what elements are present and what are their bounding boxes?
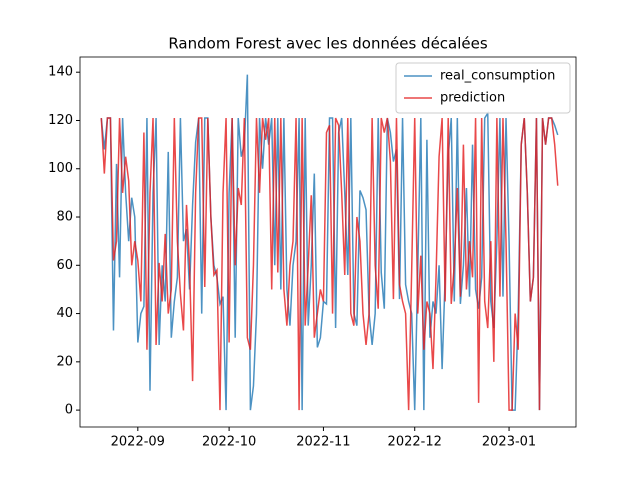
x-tick-label: 2022-11 — [296, 435, 350, 450]
legend-label: real_consumption — [440, 69, 555, 84]
x-tick-label: 2022-12 — [388, 435, 442, 450]
y-tick-label: 80 — [56, 210, 73, 225]
y-tick-label: 100 — [48, 161, 73, 176]
legend-label: prediction — [440, 91, 505, 106]
y-tick-label: 120 — [48, 113, 73, 128]
y-tick-label: 60 — [56, 258, 73, 273]
line-series — [100, 74, 559, 411]
y-tick-label: 0 — [65, 403, 73, 418]
chart-title: Random Forest avec les données décalées — [168, 35, 488, 53]
y-tick-label: 20 — [56, 354, 73, 369]
x-tick-label: 2022-09 — [111, 435, 165, 450]
legend-box — [395, 62, 571, 114]
y-tick-label: 140 — [48, 65, 73, 80]
plot-frame — [79, 56, 577, 428]
x-tick-label: 2023-01 — [482, 435, 536, 450]
line-series — [100, 117, 559, 411]
x-tick-label: 2022-10 — [202, 435, 256, 450]
y-tick-label: 40 — [56, 306, 73, 321]
